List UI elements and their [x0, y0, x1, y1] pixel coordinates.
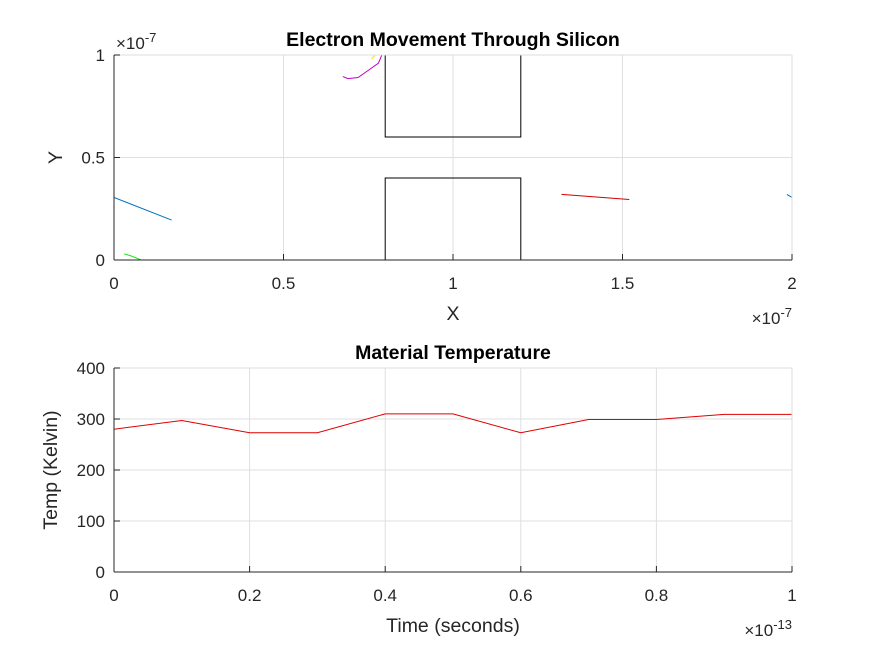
chart-0-y-tick-label: 0.5	[81, 149, 105, 168]
chart-1-x-tick-label: 0.4	[373, 586, 397, 605]
chart-1-series-group	[114, 413, 792, 434]
chart-1-x-label: Time (seconds)	[386, 615, 520, 637]
chart-1-y-tick-label: 400	[77, 359, 105, 378]
chart-1-y-label: Temp (Kelvin)	[40, 410, 62, 529]
chart-1-y-tick-label: 0	[96, 563, 105, 582]
chart-1-y-tick-label: 200	[77, 461, 105, 480]
chart-1-x-tick-label: 0.8	[645, 586, 669, 605]
chart-1-y-tick-label: 300	[77, 410, 105, 429]
chart-0-series-electron-blue-2	[786, 193, 792, 198]
chart-1-title: Material Temperature	[355, 342, 551, 364]
chart-0-y-tick-label: 0	[96, 251, 105, 270]
electron-movement-chart: 0 0.5 1 1.5 2 0 0.5 1 Electron Movement Through …	[45, 29, 797, 328]
chart-0-x-tick-label: 0	[109, 274, 118, 293]
chart-0-series-group	[114, 55, 792, 260]
chart-1-x-tick-label: 1	[787, 586, 796, 605]
chart-1-x-exponent: ×10-13	[744, 617, 792, 640]
chart-0-y-label: Y	[45, 151, 67, 164]
chart-0-x-tick-label: 1.5	[611, 274, 635, 293]
chart-0-series-electron-green	[124, 253, 142, 260]
material-temperature-chart: 0 0.2 0.4 0.6 0.8 1 0 100 200 300 400 Material Temp…	[40, 342, 797, 640]
chart-0-x-exponent: ×10-7	[752, 305, 792, 328]
chart-1-x-exponent-power: -13	[773, 617, 792, 632]
chart-1-y-tick-label: 100	[77, 512, 105, 531]
chart-0-x-tick-label: 1	[448, 274, 457, 293]
chart-0-title: Electron Movement Through Silicon	[286, 29, 620, 51]
chart-0-series-electron-magenta	[342, 55, 383, 80]
chart-0-x-exponent-power: -7	[780, 305, 792, 320]
chart-0-x-tick-label: 0.5	[272, 274, 296, 293]
chart-0-x-label: X	[446, 303, 459, 325]
chart-0-series-electron-blue-1	[114, 197, 172, 221]
chart-1-x-tick-label: 0	[109, 586, 118, 605]
chart-0-series-electron-red	[561, 193, 630, 201]
chart-0-y-exponent-power: -7	[145, 30, 157, 45]
chart-0-series-electron-yellow	[371, 55, 376, 60]
chart-0-y-exponent-base: ×10	[116, 34, 145, 53]
chart-1-x-tick-label: 0.2	[238, 586, 262, 605]
chart-1-x-exponent-base: ×10	[744, 621, 773, 640]
chart-0-x-tick-label: 2	[787, 274, 796, 293]
chart-0-y-tick-label: 1	[96, 46, 105, 65]
chart-0-x-exponent-base: ×10	[752, 309, 781, 328]
chart-1-series-temperature	[114, 413, 792, 434]
chart-0-y-exponent: ×10-7	[116, 30, 156, 53]
chart-1-x-tick-label: 0.6	[509, 586, 533, 605]
